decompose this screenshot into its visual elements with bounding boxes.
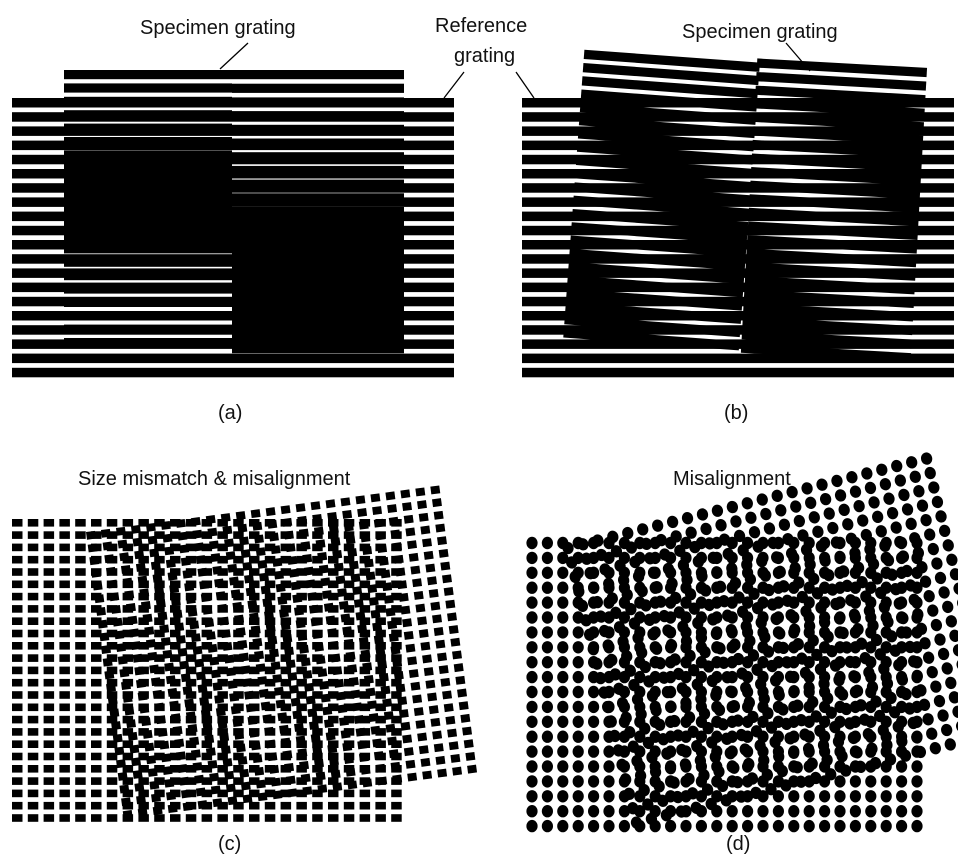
title-panel-c: Size mismatch & misalignment [78, 468, 351, 490]
specimen-dot-grid-c [86, 485, 478, 819]
leader-lines [219, 42, 811, 99]
caption-a: (a) [218, 402, 243, 424]
specimen-grating-b [563, 49, 928, 363]
panel-a-line-grating-moire [12, 70, 454, 378]
caption-d: (d) [726, 833, 751, 855]
caption-b: (b) [724, 402, 749, 424]
specimen-grating-a [64, 70, 404, 354]
leader-specimen-b [785, 42, 811, 72]
panel-c-square-dot-moire [12, 485, 478, 822]
leader-specimen-a [219, 42, 249, 70]
panel-b-rotated-grating-moire [522, 49, 954, 378]
label-specimen-grating-a: Specimen grating [140, 17, 296, 39]
reference-dot-grid-c [12, 519, 402, 822]
label-specimen-grating-b: Specimen grating [682, 21, 838, 43]
leader-reference-a [443, 71, 465, 99]
panel-d-round-dot-moire [526, 452, 958, 833]
title-panel-d: Misalignment [673, 468, 791, 490]
specimen-dot-grid-d [562, 452, 958, 829]
caption-c: (c) [218, 833, 242, 855]
label-reference: Reference [435, 15, 528, 37]
leader-reference-b [515, 71, 535, 99]
label-grating: grating [454, 45, 516, 67]
